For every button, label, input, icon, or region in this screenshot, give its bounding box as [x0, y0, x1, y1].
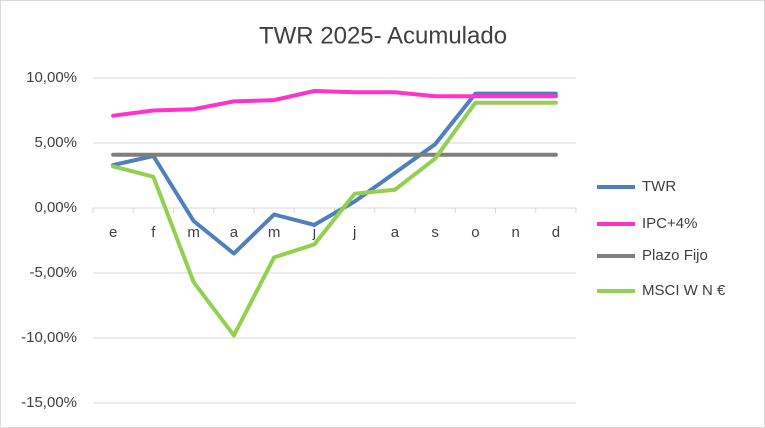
legend-label: MSCI W N €: [642, 282, 726, 299]
chart-title: TWR 2025- Acumulado: [259, 22, 507, 49]
y-tick-label: 10,00%: [26, 69, 77, 86]
x-tick-label: f: [151, 224, 156, 241]
legend-label: TWR: [642, 178, 676, 195]
y-tick-label: -5,00%: [29, 264, 77, 281]
y-tick-label: -10,00%: [21, 329, 77, 346]
x-tick-label: o: [471, 224, 479, 241]
series-line: [111, 91, 558, 256]
x-tick-label: s: [431, 224, 439, 241]
x-tick-label: j: [352, 224, 356, 241]
series-line: [111, 100, 558, 338]
y-tick-label: 0,00%: [34, 199, 77, 216]
x-tick-label: a: [391, 224, 400, 241]
x-tick-label: e: [109, 224, 117, 241]
legend-label: Plazo Fijo: [642, 247, 708, 264]
y-tick-label: -15,00%: [21, 394, 77, 411]
x-tick-label: n: [511, 224, 519, 241]
x-tick-label: j: [312, 224, 316, 241]
x-tick-label: a: [230, 224, 239, 241]
x-tick-label: d: [552, 224, 560, 241]
legend-label: IPC+4%: [642, 215, 697, 232]
series-line: [111, 89, 558, 118]
y-tick-label: 5,00%: [34, 134, 77, 151]
x-tick-label: m: [268, 224, 281, 241]
x-tick-label: m: [187, 224, 200, 241]
